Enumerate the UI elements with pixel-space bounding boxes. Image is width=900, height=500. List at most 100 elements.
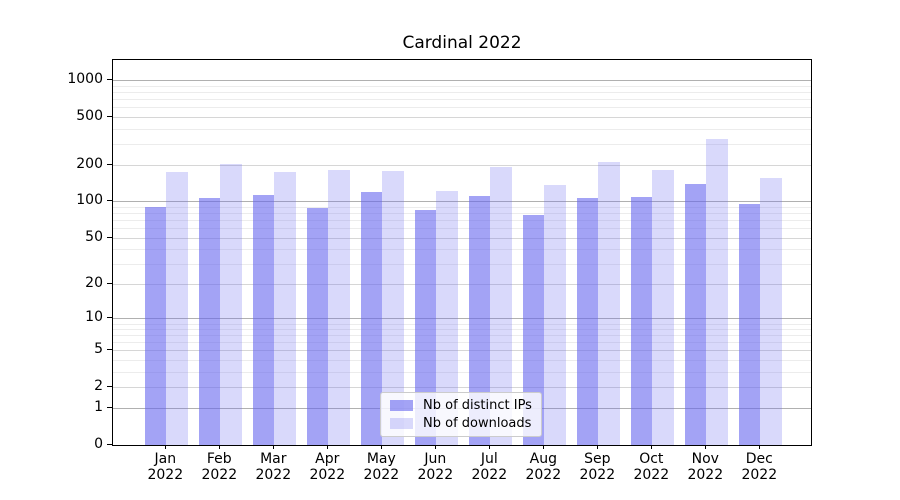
- y-tick-label: 100: [76, 192, 103, 209]
- x-tick-label: Dec 2022: [732, 451, 786, 483]
- minor-gridline: [113, 143, 811, 145]
- x-tick-year: 2022: [255, 467, 292, 483]
- x-tick-mark: [543, 445, 545, 449]
- bar-jun-distinct-ips: [415, 209, 437, 445]
- major-gridline: [113, 80, 811, 82]
- x-tick-mark: [597, 445, 599, 449]
- chart-title: Cardinal 2022: [402, 33, 522, 53]
- minor-gridline: [113, 249, 811, 251]
- legend-label: Nb of distinct IPs: [423, 398, 532, 413]
- y-tick-mark: [107, 283, 113, 285]
- bar-may-downloads: [382, 170, 404, 445]
- y-tick-mark: [107, 407, 113, 409]
- minor-gridline: [113, 323, 811, 325]
- x-tick-mark: [219, 445, 221, 449]
- minor-gridline: [113, 342, 811, 344]
- y-tick-label: 20: [85, 275, 103, 292]
- x-tick-label: Apr 2022: [300, 451, 354, 483]
- bar-aug-downloads: [544, 185, 566, 445]
- legend-swatch: [390, 400, 413, 411]
- x-tick-year: 2022: [201, 467, 238, 483]
- legend-swatch: [390, 418, 413, 429]
- x-tick-label: May 2022: [354, 451, 408, 483]
- x-tick-month: Mar: [260, 451, 287, 467]
- y-tick-label: 200: [76, 156, 103, 173]
- x-tick-label: Oct 2022: [624, 451, 678, 483]
- y-tick-mark: [107, 164, 113, 166]
- sub-gridline: [113, 387, 811, 389]
- y-tick-mark: [107, 79, 113, 81]
- x-tick-year: 2022: [147, 467, 184, 483]
- x-tick-year: 2022: [309, 467, 346, 483]
- y-tick-mark: [107, 200, 113, 202]
- bar-feb-distinct-ips: [199, 197, 221, 445]
- legend: Nb of distinct IPs Nb of downloads: [380, 392, 542, 437]
- x-tick-mark: [435, 445, 437, 449]
- minor-gridline: [113, 107, 811, 109]
- x-tick-label: Nov 2022: [678, 451, 732, 483]
- x-tick-label: Jul 2022: [462, 451, 516, 483]
- major-gridline: [113, 201, 811, 203]
- x-tick-month: Nov: [691, 451, 719, 467]
- sub-gridline: [113, 350, 811, 352]
- x-tick-month: Jul: [480, 451, 498, 467]
- sub-gridline: [113, 284, 811, 286]
- minor-gridline: [113, 335, 811, 337]
- y-tick-mark: [107, 386, 113, 388]
- x-tick-label: Mar 2022: [246, 451, 300, 483]
- legend-item-distinct-ips: Nb of distinct IPs: [390, 398, 532, 413]
- y-tick-mark: [107, 236, 113, 238]
- x-tick-label: Jan 2022: [138, 451, 192, 483]
- x-tick-mark: [273, 445, 275, 449]
- x-tick-mark: [759, 445, 761, 449]
- x-tick-month: Aug: [529, 451, 557, 467]
- sub-gridline: [113, 237, 811, 239]
- y-tick-mark: [107, 444, 113, 445]
- y-tick-mark: [107, 317, 113, 319]
- bar-jul-distinct-ips: [469, 196, 491, 445]
- x-tick-year: 2022: [417, 467, 454, 483]
- x-tick-month: Sep: [584, 451, 611, 467]
- plot-area: [112, 59, 812, 446]
- x-tick-label: Jun 2022: [408, 451, 462, 483]
- y-tick-label: 2: [94, 378, 103, 395]
- x-tick-month: Oct: [639, 451, 664, 467]
- minor-gridline: [113, 92, 811, 94]
- minor-gridline: [113, 86, 811, 87]
- minor-gridline: [113, 263, 811, 265]
- minor-gridline: [113, 371, 811, 373]
- x-tick-mark: [327, 445, 329, 449]
- x-tick-mark: [489, 445, 491, 449]
- x-tick-month: Jun: [424, 451, 447, 467]
- bar-nov-distinct-ips: [685, 184, 707, 445]
- bar-feb-downloads: [220, 164, 242, 445]
- sub-gridline: [113, 116, 811, 118]
- y-tick-label: 1000: [67, 71, 103, 88]
- x-tick-year: 2022: [363, 467, 400, 483]
- bar-nov-downloads: [706, 138, 728, 445]
- x-tick-month: May: [366, 451, 396, 467]
- x-tick-mark: [165, 445, 167, 449]
- bar-aug-distinct-ips: [523, 215, 545, 445]
- x-tick-year: 2022: [741, 467, 778, 483]
- y-tick-label: 500: [76, 107, 103, 124]
- bar-dec-downloads: [760, 178, 782, 445]
- y-tick-mark: [107, 115, 113, 117]
- x-tick-label: Aug 2022: [516, 451, 570, 483]
- bar-jan-downloads: [166, 172, 188, 445]
- y-tick-label: 5: [94, 341, 103, 358]
- x-tick-year: 2022: [687, 467, 724, 483]
- bar-dec-distinct-ips: [739, 204, 761, 445]
- y-tick-label: 10: [85, 309, 103, 326]
- minor-gridline: [113, 360, 811, 362]
- bar-mar-downloads: [274, 172, 296, 445]
- bar-jun-downloads: [436, 191, 458, 445]
- bar-apr-distinct-ips: [307, 207, 329, 445]
- x-tick-month: Apr: [315, 451, 340, 467]
- legend-label: Nb of downloads: [423, 416, 532, 431]
- bar-jan-distinct-ips: [145, 206, 167, 445]
- y-tick-label: 1: [94, 399, 103, 416]
- major-gridline: [113, 318, 811, 320]
- bar-oct-downloads: [652, 170, 674, 445]
